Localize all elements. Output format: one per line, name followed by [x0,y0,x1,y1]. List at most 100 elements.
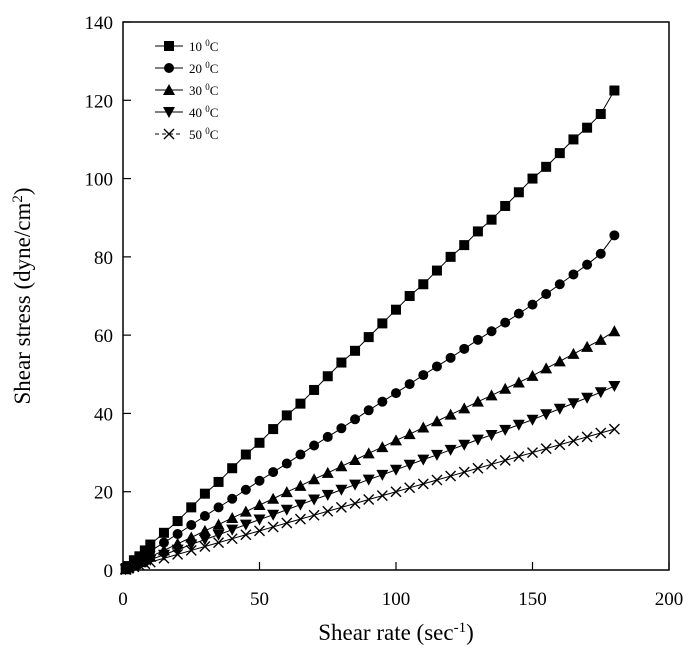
data-point [227,493,238,504]
series-line [125,90,615,569]
data-point [280,486,293,498]
data-point [212,529,225,541]
data-point [350,345,361,356]
data-point [199,541,211,553]
x-axis-title-end: ) [466,620,474,645]
data-point [608,423,620,435]
data-point [540,409,553,421]
data-point [253,499,266,511]
data-point [295,398,306,409]
data-point [322,371,333,382]
series-layer [119,85,621,576]
x-tick-label: 100 [382,589,411,610]
data-point [595,108,606,119]
data-point [609,85,620,96]
data-point [376,441,389,453]
data-point [541,289,552,300]
data-point [527,447,538,459]
series-square [120,85,620,574]
data-point [418,370,429,381]
data-point [199,510,210,521]
y-axis-title: Shear stress (dyne/cm2) [10,187,35,404]
data-point [350,414,361,425]
y-tick-label: 100 [85,170,114,191]
data-point [322,431,333,442]
data-point [363,494,375,506]
series-line [125,428,615,571]
data-point [458,466,470,478]
data-point [349,454,362,466]
data-point [199,488,210,499]
legend-label-degree: 0 [205,38,210,48]
data-point [404,291,415,301]
data-point [526,369,539,381]
legend-label-value: 30 [189,83,205,98]
data-point [403,459,416,471]
data-point [527,173,538,184]
axis-titles: Shear rate (sec-1)Shear stress (dyne/cm2… [10,187,474,645]
y-tick-label: 140 [85,13,114,34]
data-point [226,524,239,536]
data-point [226,511,239,523]
data-point [582,259,593,270]
data-point [472,226,483,237]
data-point [595,248,606,259]
data-point [172,548,184,560]
data-point [540,443,552,455]
legend-label-unit: C [210,39,219,54]
data-point [309,440,320,451]
data-point [294,479,307,491]
data-point [362,447,375,459]
data-point [608,381,621,393]
legend-item: 20 0C [155,60,218,76]
data-point [239,519,252,531]
data-point [554,148,565,159]
series-line [125,235,615,570]
data-point [581,431,593,443]
data-point [349,497,361,509]
data-point [172,516,183,527]
data-point [308,494,321,506]
data-point [321,466,334,478]
legend-marker [163,84,175,95]
y-tick-label: 80 [94,248,113,269]
data-point [254,525,265,537]
data-point [120,564,132,576]
data-point [377,318,388,329]
legend-marker [163,107,175,118]
data-point [308,473,321,485]
series-line [125,330,615,570]
data-point [185,544,197,556]
data-point [403,428,416,440]
legend-label-value: 20 [189,61,205,76]
data-point [418,279,429,290]
data-point [281,517,293,529]
data-point [500,317,511,328]
data-point [213,502,224,513]
data-point [567,435,579,447]
legend-item: 40 0C [155,104,218,120]
y-tick-label: 40 [94,404,113,425]
data-point [294,499,307,511]
data-point [377,396,388,407]
data-point [308,509,320,521]
data-point [582,122,593,133]
data-point [157,549,170,561]
data-point [390,486,402,498]
data-point [431,265,442,276]
legend-item: 10 0C [155,38,218,54]
data-point [295,449,306,460]
legend-label-degree: 0 [205,104,210,114]
data-point [391,304,401,315]
data-point [608,325,621,337]
series-circle [120,230,620,574]
x-axis-title-main: Shear rate (sec [318,620,453,645]
data-point [267,521,279,533]
data-point [198,524,211,536]
data-point [471,434,484,446]
data-point [363,405,374,416]
legend-label-unit: C [210,127,219,142]
data-point [417,421,430,433]
series-line [125,385,615,570]
